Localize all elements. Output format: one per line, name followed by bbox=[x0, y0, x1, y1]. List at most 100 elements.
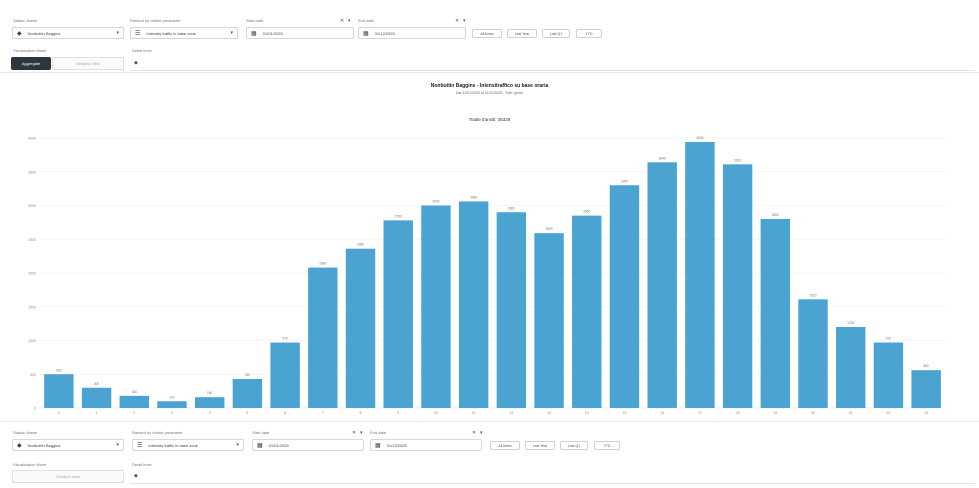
bar-hour-4[interactable] bbox=[194, 397, 225, 408]
bar-hour-23[interactable] bbox=[911, 370, 941, 408]
station-select[interactable]: ◆ Nonbuttin Baggins ▾ bbox=[12, 27, 124, 39]
bar-hour-19[interactable] bbox=[760, 219, 791, 408]
bar-hour-13[interactable] bbox=[534, 233, 564, 408]
metric-select[interactable]: ☰ Intensity traffic in base zone ▾ bbox=[130, 27, 238, 39]
x-tick-label: 2 bbox=[133, 411, 135, 415]
x-tick-label: 23 bbox=[924, 411, 928, 415]
view-mode-label: Visualization Mode bbox=[13, 48, 47, 53]
metric-select-bottom[interactable]: ☰ Intensity traffic in base zone ▾ bbox=[132, 439, 244, 451]
bar-hour-21[interactable] bbox=[836, 327, 866, 408]
chart-subtitle: Dal 01/01/2025 al 31/12/2025 - Tutti i g… bbox=[456, 91, 523, 95]
y-tick-label: 3500 bbox=[28, 170, 36, 174]
start-date-input-bottom[interactable]: ▦ 01/01/2025 bbox=[252, 439, 364, 451]
location-icon: ◆ bbox=[17, 30, 22, 37]
bar-hour-10[interactable] bbox=[421, 205, 451, 409]
bar-hour-0[interactable] bbox=[44, 374, 74, 408]
bar-value-label: 3610 bbox=[734, 158, 741, 162]
range-ytd-button-bottom[interactable]: YTD bbox=[594, 441, 620, 450]
calendar-icon: ▦ bbox=[375, 442, 381, 449]
hourly-bar-chart: 0 500 1000 1500 2000 2500 3000 3500 4000 500 0 300 1… bbox=[28, 136, 945, 415]
bar-hour-5[interactable] bbox=[232, 378, 263, 408]
bar-hour-16[interactable] bbox=[647, 162, 677, 408]
bar-hour-8[interactable] bbox=[345, 248, 376, 408]
list-icon: ☰ bbox=[135, 30, 141, 37]
bar-hour-2[interactable] bbox=[119, 395, 149, 408]
top-filter-bar: Station Name ◆ Nonbuttin Baggins ▾ Ranke… bbox=[0, 0, 979, 40]
aggregate-view-button[interactable]: Aggregate bbox=[11, 57, 51, 70]
caret-icon[interactable]: ▾ bbox=[463, 18, 466, 24]
range-ytd-button[interactable]: YTD bbox=[576, 29, 602, 38]
bar-hour-20[interactable] bbox=[798, 299, 828, 408]
bar-hour-7[interactable] bbox=[308, 267, 338, 408]
bar-value-label: 2780 bbox=[395, 214, 402, 218]
filter-icon: ◆ bbox=[134, 60, 138, 66]
bar-hour-15[interactable] bbox=[609, 185, 640, 408]
x-tick-label: 6 bbox=[284, 411, 286, 415]
x-tick-label: 18 bbox=[736, 411, 740, 415]
y-tick-label: 4000 bbox=[28, 137, 36, 141]
station-label: Station Name bbox=[13, 18, 38, 23]
range-all-button-bottom[interactable]: All times bbox=[490, 441, 520, 450]
range-all-button[interactable]: All times bbox=[472, 29, 502, 38]
station-select-bottom-value: Nonbuttin Baggins bbox=[27, 442, 61, 448]
x-tick-label: 4 bbox=[209, 411, 211, 415]
end-date-input-bottom[interactable]: ▦ 31/12/2025 bbox=[370, 439, 482, 451]
bar-hour-22[interactable] bbox=[873, 342, 904, 408]
bar-value-label: 3000 bbox=[432, 200, 439, 204]
bar-hour-11[interactable] bbox=[458, 201, 489, 408]
caret-icon[interactable]: ▾ bbox=[360, 430, 363, 436]
x-tick-label: 7 bbox=[322, 411, 324, 415]
end-date-bottom-value: 31/12/2025 bbox=[386, 442, 407, 448]
header-divider bbox=[0, 72, 979, 73]
detail-level-select[interactable]: ◆ bbox=[130, 57, 975, 71]
detail-level-label-bottom: Detail level bbox=[132, 462, 152, 467]
detail-level-select-bottom[interactable]: ◆ bbox=[130, 470, 975, 484]
metric-label-bottom: Ranked by visible parameter bbox=[132, 430, 183, 435]
detailed-view-button[interactable]: Detailed view bbox=[52, 57, 124, 70]
bar-hour-1[interactable] bbox=[81, 387, 112, 408]
end-date-value: 31/12/2025 bbox=[374, 30, 395, 36]
x-tick-label: 0 bbox=[58, 411, 60, 415]
bar-hour-12[interactable] bbox=[496, 212, 527, 408]
calendar-icon: ▦ bbox=[251, 30, 257, 37]
x-tick-label: 8 bbox=[360, 411, 362, 415]
end-date-input[interactable]: ▦ 31/12/2025 bbox=[358, 27, 466, 39]
range-last-year-button[interactable]: Last Year bbox=[507, 29, 537, 38]
x-tick-label: 17 bbox=[698, 411, 702, 415]
caret-icon[interactable]: ▾ bbox=[480, 430, 483, 436]
clear-icon[interactable]: ✕ bbox=[455, 18, 460, 24]
y-tick-label: 2000 bbox=[28, 272, 36, 276]
clear-icon[interactable]: ✕ bbox=[472, 430, 477, 436]
bar-hour-9[interactable] bbox=[383, 220, 413, 408]
start-date-input[interactable]: ▦ 01/01/2025 bbox=[246, 27, 354, 39]
bar-value-label: 2360 bbox=[357, 243, 364, 247]
range-last-q1-button[interactable]: Last Q1 bbox=[542, 29, 570, 38]
range-last-q1-button-bottom[interactable]: Last Q1 bbox=[560, 441, 588, 450]
start-date-label-bottom: Start date bbox=[252, 430, 270, 435]
calendar-icon: ▦ bbox=[363, 30, 369, 37]
clear-icon[interactable]: ✕ bbox=[352, 430, 357, 436]
bar-value-label: 3940 bbox=[696, 136, 703, 140]
bar-hour-17[interactable] bbox=[685, 142, 715, 409]
x-tick-label: 21 bbox=[849, 411, 853, 415]
bar-value-label: 3060 bbox=[470, 195, 477, 199]
bar-value-label: 2080 bbox=[319, 262, 326, 266]
metric-select-bottom-value: Intensity traffic in base zone bbox=[148, 442, 198, 448]
bar-value-label: 2900 bbox=[508, 206, 515, 210]
start-date-bottom-value: 01/01/2025 bbox=[268, 442, 289, 448]
station-select-value: Nonbuttin Baggins bbox=[27, 30, 61, 36]
bar-hour-14[interactable] bbox=[572, 215, 602, 408]
station-select-bottom[interactable]: ◆ Nonbuttin Baggins ▾ bbox=[12, 439, 124, 451]
bar-value-label: 300 bbox=[94, 382, 100, 386]
detailed-view-button-bottom[interactable]: Detailed view bbox=[12, 470, 124, 483]
clear-icon[interactable]: ✕ bbox=[340, 18, 345, 24]
bar-hour-18[interactable] bbox=[722, 164, 753, 408]
caret-icon[interactable]: ▾ bbox=[348, 18, 351, 24]
calendar-icon: ▦ bbox=[257, 442, 263, 449]
chart-total: Totale transiti: 35328 bbox=[468, 117, 511, 122]
bar-value-label: 500 bbox=[56, 368, 62, 372]
range-last-year-button-bottom[interactable]: Last Year bbox=[525, 441, 555, 450]
bar-value-label: 560 bbox=[923, 364, 929, 368]
bar-hour-6[interactable] bbox=[270, 342, 300, 408]
bar-hour-3[interactable] bbox=[157, 401, 187, 408]
